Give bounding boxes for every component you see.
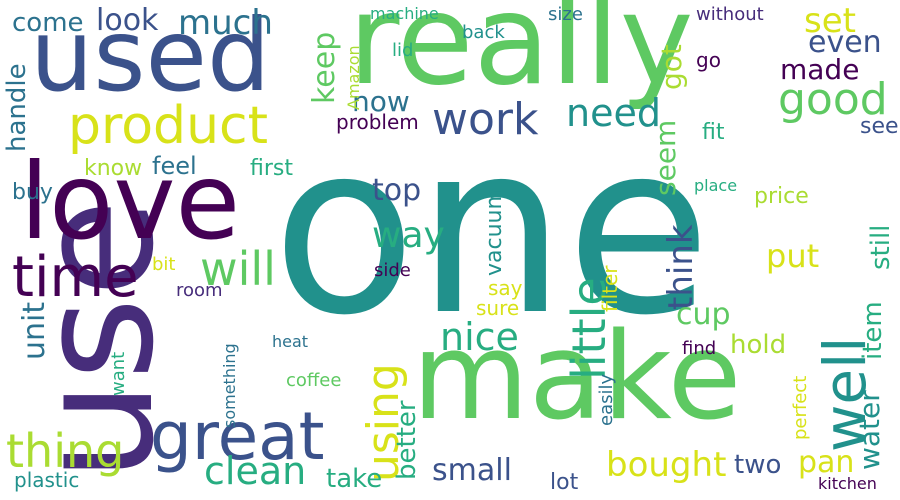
word: even — [808, 25, 882, 60]
word: filter — [598, 265, 622, 312]
word: side — [374, 260, 411, 281]
word: take — [326, 464, 383, 494]
word: problem — [336, 110, 419, 134]
word: set — [804, 1, 856, 41]
word: handle — [2, 63, 32, 152]
word: room — [176, 280, 223, 301]
word: now — [352, 85, 410, 118]
word: good — [778, 74, 888, 125]
word: nice — [440, 315, 519, 359]
word: place — [694, 176, 738, 195]
word: without — [696, 4, 764, 25]
word: got — [655, 44, 688, 90]
word: coffee — [286, 370, 342, 391]
word: heat — [272, 332, 309, 351]
word: cup — [676, 297, 731, 332]
word: product — [68, 96, 269, 156]
word: price — [754, 184, 809, 209]
word: say — [488, 276, 523, 300]
word: still — [866, 224, 896, 270]
word: lot — [550, 470, 579, 495]
word: put — [766, 237, 820, 275]
word: thing — [6, 424, 125, 478]
word: sure — [476, 296, 520, 320]
word: perfect — [790, 375, 811, 440]
word: want — [108, 351, 129, 396]
word: look — [96, 3, 159, 38]
word: feel — [152, 152, 197, 180]
word: bought — [606, 445, 727, 485]
word: great — [150, 398, 325, 475]
word: back — [462, 22, 505, 43]
word: kitchen — [818, 474, 877, 493]
word: vacuum — [482, 188, 507, 276]
word: go — [696, 48, 721, 72]
word: top — [372, 173, 422, 208]
word: two — [734, 450, 782, 480]
word: way — [372, 215, 445, 256]
word: one — [272, 92, 712, 367]
word: pan — [798, 445, 855, 480]
word: make — [412, 308, 742, 447]
word: clean — [204, 449, 307, 493]
word: lid — [392, 40, 414, 61]
word: something — [220, 343, 239, 428]
word: see — [860, 114, 899, 139]
word: Amazon — [344, 45, 363, 110]
word: unit — [17, 301, 52, 360]
word: item — [858, 301, 888, 360]
word: size — [548, 4, 583, 25]
word: first — [250, 156, 293, 181]
word: love — [20, 141, 241, 263]
word: time — [12, 245, 139, 310]
word: keep — [307, 31, 342, 104]
word: really — [348, 0, 694, 113]
word: need — [566, 91, 661, 135]
word: work — [432, 94, 539, 145]
word: machine — [370, 4, 439, 23]
word: plastic — [14, 468, 80, 492]
word: hold — [730, 330, 787, 360]
word: know — [84, 156, 143, 181]
word: better — [392, 400, 422, 480]
word: much — [178, 3, 273, 43]
word: think — [661, 224, 701, 310]
word: bit — [152, 254, 176, 275]
word: come — [12, 8, 84, 38]
word: easily — [596, 373, 617, 426]
word: small — [432, 453, 512, 488]
word: seem — [649, 119, 682, 196]
word: used — [30, 0, 271, 114]
word: find — [682, 338, 717, 359]
word: will — [200, 242, 276, 296]
word: made — [780, 53, 860, 86]
word: water — [853, 390, 886, 470]
word: fit — [702, 120, 725, 145]
word: buy — [12, 180, 53, 205]
